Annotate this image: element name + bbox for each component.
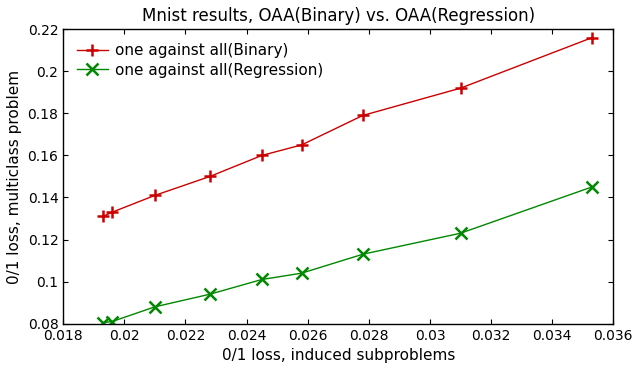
one against all(Binary) [359, 113, 367, 118]
one against all(Regression) [298, 271, 305, 275]
one against all(Regression) [457, 231, 465, 235]
Legend: one against all(Binary), one against all(Regression): one against all(Binary), one against all… [71, 37, 330, 84]
Line: one against all(Binary): one against all(Binary) [97, 32, 598, 222]
one against all(Regression) [588, 185, 596, 189]
one against all(Binary) [99, 214, 107, 219]
one against all(Regression) [359, 252, 367, 256]
one against all(Binary) [588, 36, 596, 40]
Title: Mnist results, OAA(Binary) vs. OAA(Regression): Mnist results, OAA(Binary) vs. OAA(Regre… [141, 7, 535, 25]
one against all(Binary) [258, 153, 266, 158]
one against all(Regression) [108, 319, 116, 324]
one against all(Binary) [151, 193, 159, 198]
one against all(Binary) [206, 174, 214, 179]
one against all(Binary) [298, 143, 305, 147]
one against all(Regression) [99, 320, 107, 325]
one against all(Regression) [206, 292, 214, 296]
one against all(Binary) [457, 86, 465, 90]
one against all(Regression) [151, 305, 159, 309]
one against all(Regression) [258, 277, 266, 282]
Line: one against all(Regression): one against all(Regression) [97, 181, 598, 328]
one against all(Binary) [108, 210, 116, 215]
Y-axis label: 0/1 loss, multiclass problem: 0/1 loss, multiclass problem [7, 70, 22, 283]
X-axis label: 0/1 loss, induced subproblems: 0/1 loss, induced subproblems [221, 348, 455, 363]
